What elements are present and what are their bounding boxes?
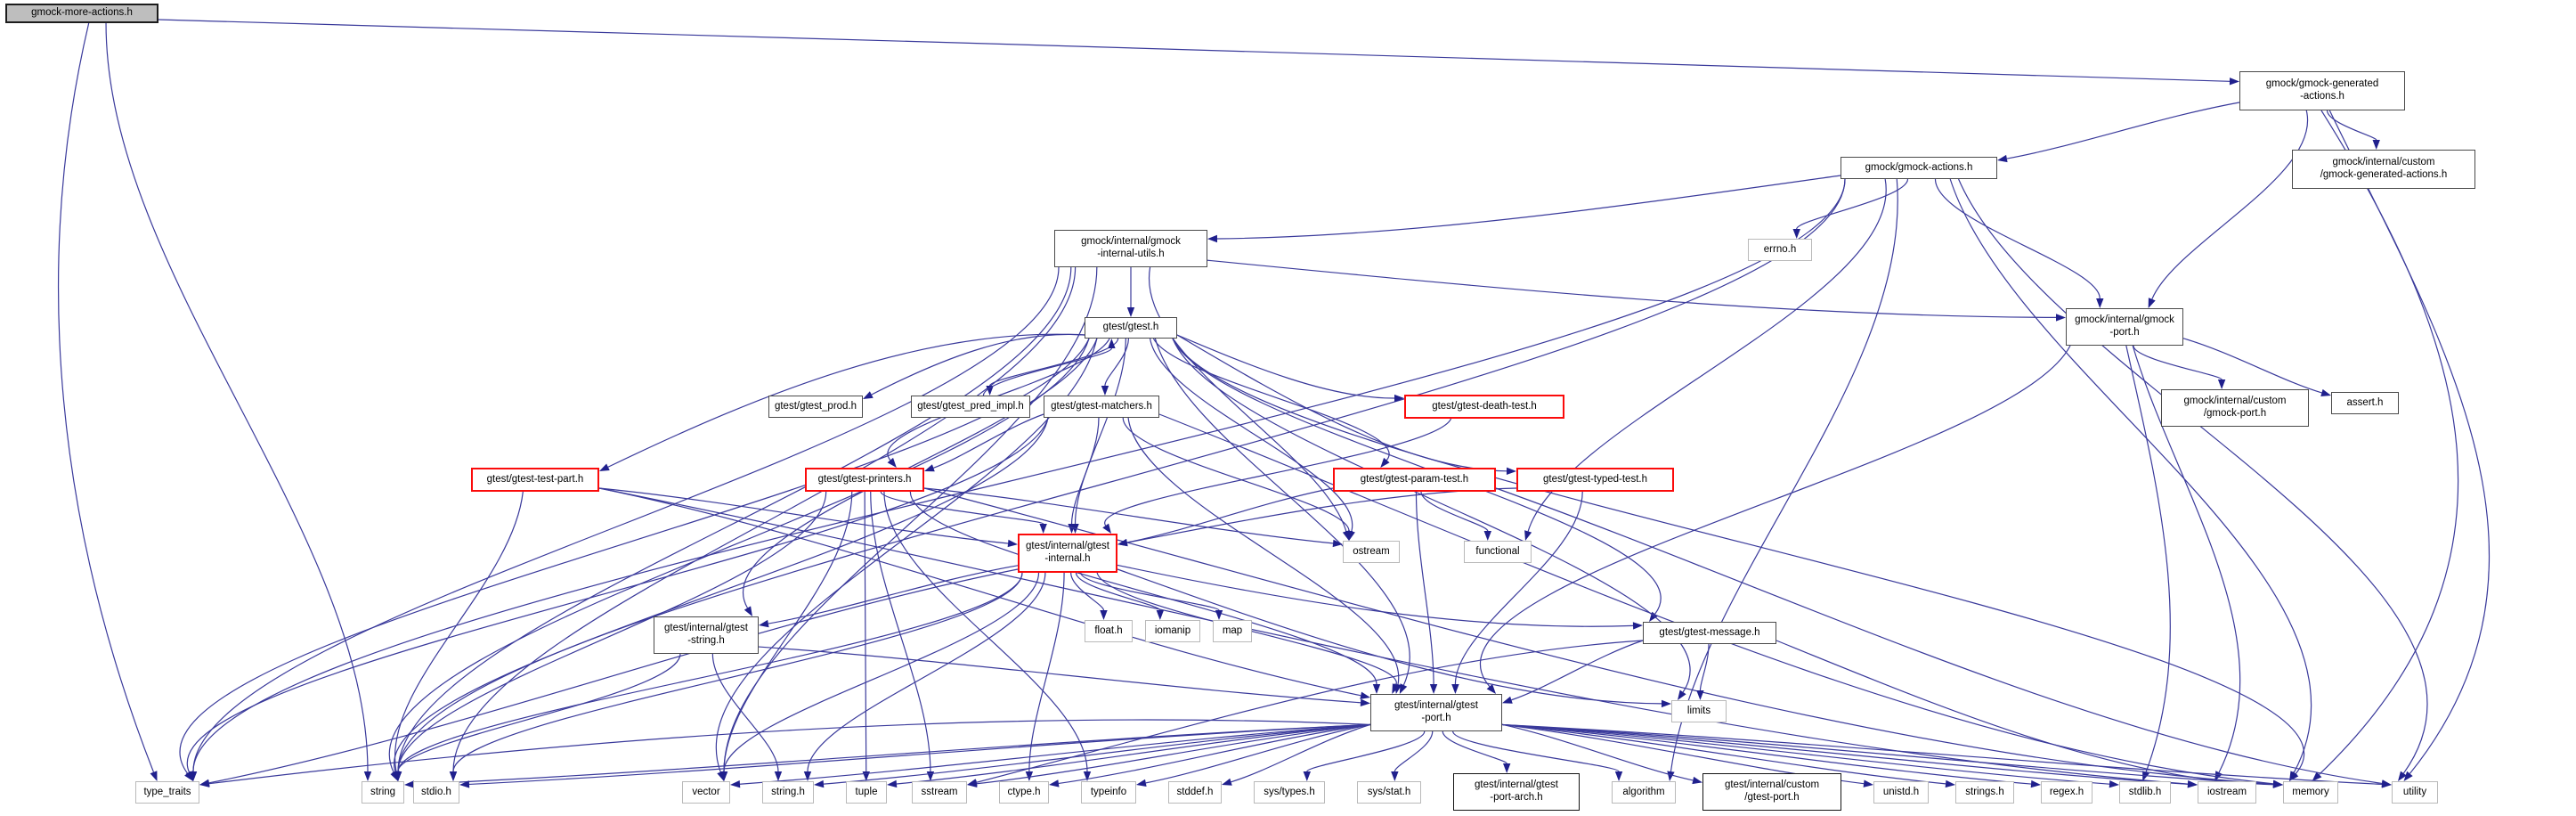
node-stdlib[interactable]: stdlib.h <box>2119 781 2171 804</box>
node-param-test[interactable]: gtest/gtest-param-test.h <box>1333 468 1496 492</box>
node-typeinfo[interactable]: typeinfo <box>1081 781 1136 804</box>
node-sstream[interactable]: sstream <box>912 781 967 804</box>
node-death-test[interactable]: gtest/gtest-death-test.h <box>1404 395 1564 419</box>
node-custom-gmock-port[interactable]: gmock/internal/custom /gmock-port.h <box>2161 389 2309 427</box>
node-generated-actions[interactable]: gmock/gmock-generated -actions.h <box>2239 71 2405 110</box>
node-errno[interactable]: errno.h <box>1748 239 1812 261</box>
node-matchers[interactable]: gtest/gtest-matchers.h <box>1044 396 1159 418</box>
node-ctype[interactable]: ctype.h <box>999 781 1049 804</box>
node-assert[interactable]: assert.h <box>2331 392 2399 414</box>
node-stddef[interactable]: stddef.h <box>1168 781 1222 804</box>
node-gtest-port[interactable]: gtest/internal/gtest -port.h <box>1370 694 1502 731</box>
node-gmock-port[interactable]: gmock/internal/gmock -port.h <box>2066 308 2183 346</box>
node-typed-test[interactable]: gtest/gtest-typed-test.h <box>1516 468 1674 492</box>
node-port-arch[interactable]: gtest/internal/gtest -port-arch.h <box>1453 773 1580 811</box>
node-gtest[interactable]: gtest/gtest.h <box>1085 317 1177 339</box>
node-iomanip[interactable]: iomanip <box>1145 620 1200 642</box>
node-custom-generated-actions[interactable]: gmock/internal/custom /gmock-generated-a… <box>2292 150 2475 189</box>
node-unistd[interactable]: unistd.h <box>1873 781 1929 804</box>
node-message[interactable]: gtest/gtest-message.h <box>1643 622 1776 644</box>
node-root: gmock-more-actions.h <box>5 4 158 23</box>
node-gtest-prod[interactable]: gtest/gtest_prod.h <box>768 396 863 418</box>
node-string-h[interactable]: string.h <box>762 781 814 804</box>
node-type-traits[interactable]: type_traits <box>135 781 199 804</box>
node-functional[interactable]: functional <box>1464 541 1532 563</box>
node-tuple[interactable]: tuple <box>846 781 887 804</box>
node-sys-types[interactable]: sys/types.h <box>1254 781 1325 804</box>
node-strings-h[interactable]: strings.h <box>1955 781 2014 804</box>
node-iostream[interactable]: iostream <box>2198 781 2256 804</box>
node-limits[interactable]: limits <box>1671 700 1727 722</box>
node-map[interactable]: map <box>1213 620 1252 642</box>
node-internal-utils[interactable]: gmock/internal/gmock -internal-utils.h <box>1054 230 1207 267</box>
node-string[interactable]: string <box>362 781 404 804</box>
node-stdio[interactable]: stdio.h <box>413 781 459 804</box>
node-pred-impl[interactable]: gtest/gtest_pred_impl.h <box>911 396 1030 418</box>
node-gtest-string[interactable]: gtest/internal/gtest -string.h <box>654 616 759 654</box>
node-vector[interactable]: vector <box>682 781 730 804</box>
node-utility[interactable]: utility <box>2392 781 2438 804</box>
node-algorithm[interactable]: algorithm <box>1612 781 1676 804</box>
node-float[interactable]: float.h <box>1085 620 1133 642</box>
node-custom-gtest-port[interactable]: gtest/internal/custom /gtest-port.h <box>1702 773 1841 811</box>
node-memory[interactable]: memory <box>2283 781 2338 804</box>
node-ostream[interactable]: ostream <box>1343 541 1400 563</box>
node-regex[interactable]: regex.h <box>2041 781 2092 804</box>
node-test-part[interactable]: gtest/gtest-test-part.h <box>471 468 599 492</box>
node-sys-stat[interactable]: sys/stat.h <box>1357 781 1421 804</box>
node-gtest-internal[interactable]: gtest/internal/gtest -internal.h <box>1018 534 1117 573</box>
node-printers[interactable]: gtest/gtest-printers.h <box>805 468 924 492</box>
node-gmock-actions[interactable]: gmock/gmock-actions.h <box>1841 157 1997 179</box>
